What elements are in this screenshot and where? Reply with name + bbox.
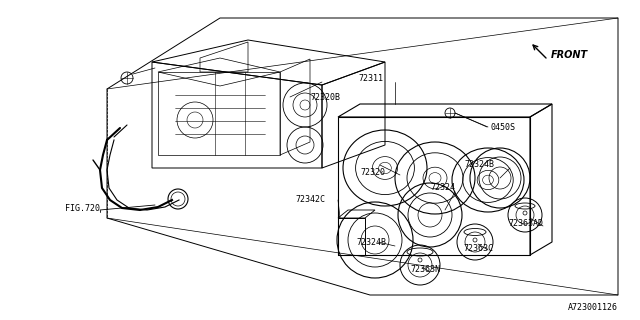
Text: A723001126: A723001126 xyxy=(568,303,618,313)
Text: FRONT: FRONT xyxy=(551,50,588,60)
Text: 72324B: 72324B xyxy=(464,159,494,169)
Text: FIG.720: FIG.720 xyxy=(65,204,100,212)
Text: 72324B: 72324B xyxy=(356,237,386,246)
Text: 72311: 72311 xyxy=(358,74,383,83)
Text: 72363C: 72363C xyxy=(463,244,493,252)
Text: 72320B: 72320B xyxy=(310,92,340,101)
Text: 72324: 72324 xyxy=(430,182,455,191)
Text: 72342C: 72342C xyxy=(295,195,325,204)
Text: 72320: 72320 xyxy=(360,167,385,177)
Text: 72363AD: 72363AD xyxy=(508,219,543,228)
Text: 72363N: 72363N xyxy=(410,266,440,275)
Text: 0450S: 0450S xyxy=(490,123,515,132)
